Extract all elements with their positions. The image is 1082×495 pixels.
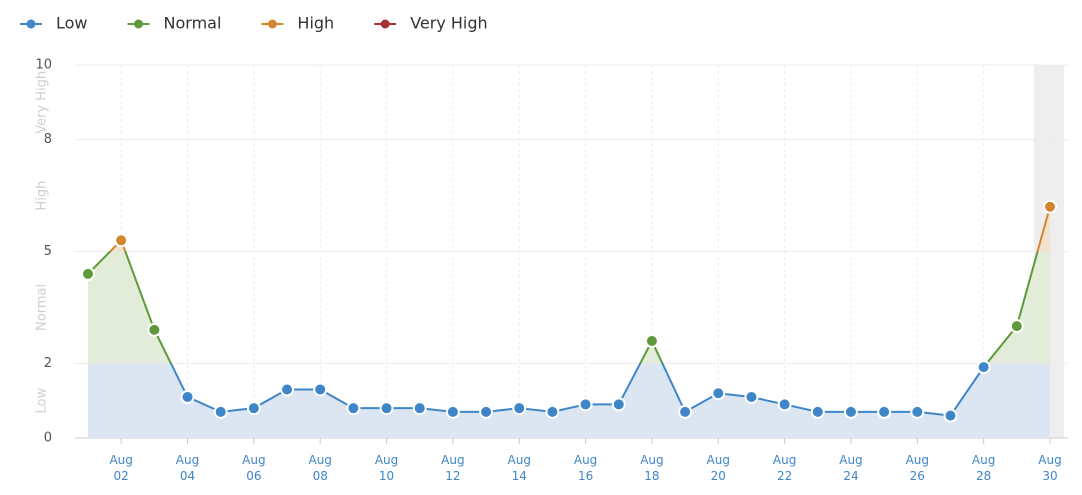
legend-label: Very High — [410, 14, 487, 33]
point — [313, 382, 328, 397]
point — [445, 404, 460, 419]
point — [213, 404, 228, 419]
y-tick-label: 0 — [44, 431, 52, 446]
legend-label: Normal — [164, 14, 222, 33]
area — [88, 206, 1050, 438]
x-tick-label: Aug 16 — [573, 453, 598, 483]
point — [180, 389, 195, 404]
legend-marker — [134, 19, 144, 29]
x-tick-label: Aug 12 — [441, 453, 465, 483]
legend-marker — [26, 19, 36, 29]
point — [545, 404, 560, 419]
x-tick-label: Aug 02 — [109, 453, 133, 483]
point — [843, 404, 858, 419]
x-tick-label: Aug 22 — [772, 453, 797, 483]
legend-label: Low — [56, 14, 88, 33]
x-tick-label: Aug 08 — [308, 453, 332, 483]
point — [711, 386, 726, 401]
x-tick-label: Aug 04 — [175, 453, 200, 483]
band-label: High — [35, 181, 50, 211]
point — [114, 233, 129, 248]
y-tick-label: 10 — [35, 58, 52, 73]
point — [810, 404, 825, 419]
point — [346, 401, 361, 416]
y-tick-label: 5 — [44, 244, 52, 259]
point — [147, 322, 162, 337]
x-tick-label: Aug 14 — [507, 453, 531, 483]
point — [1009, 319, 1024, 334]
point — [81, 266, 95, 281]
point — [777, 397, 792, 412]
y-tick-label: 8 — [44, 132, 52, 147]
point — [644, 334, 659, 349]
point — [578, 397, 593, 412]
point — [678, 404, 693, 419]
legend-label: High — [297, 14, 334, 33]
legend-marker — [380, 19, 390, 29]
point — [744, 389, 759, 404]
x-tick-label: Aug 06 — [242, 453, 266, 483]
x-tick-label: Aug 20 — [706, 453, 730, 483]
point — [412, 401, 427, 416]
band-label: Very High — [35, 71, 50, 134]
point — [943, 408, 958, 423]
x-tick-label: Aug 26 — [905, 453, 930, 483]
x-tick-label: Aug 18 — [640, 453, 664, 483]
x-tick-label: Aug 28 — [971, 453, 996, 483]
y-tick-label: 2 — [44, 356, 52, 371]
point — [280, 382, 295, 397]
point — [910, 404, 925, 419]
band-label: Normal — [35, 284, 50, 331]
line — [87, 206, 1051, 417]
point — [379, 401, 394, 416]
legend-marker — [267, 19, 277, 29]
point — [479, 404, 494, 419]
x-tick-label: Aug 30 — [1038, 453, 1062, 483]
point — [877, 404, 892, 419]
x-tick-label: Aug 10 — [374, 453, 399, 483]
point — [976, 360, 991, 375]
point — [611, 397, 626, 412]
point — [1043, 199, 1057, 214]
point — [246, 401, 261, 416]
point — [512, 401, 527, 416]
band-label: Low — [35, 388, 50, 414]
x-tick-label: Aug 24 — [839, 453, 863, 483]
